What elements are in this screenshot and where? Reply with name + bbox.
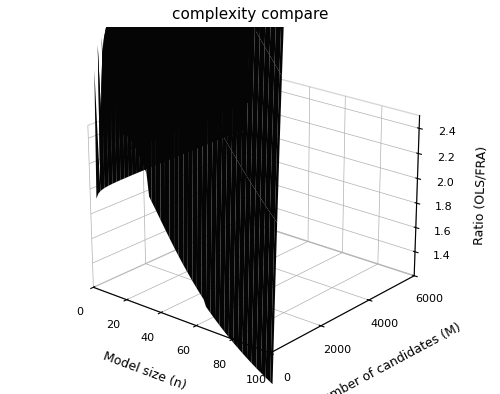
Y-axis label: Number of candidates (M): Number of candidates (M)	[312, 320, 463, 394]
X-axis label: Model size (n): Model size (n)	[101, 350, 188, 392]
Title: complexity compare: complexity compare	[172, 7, 328, 22]
